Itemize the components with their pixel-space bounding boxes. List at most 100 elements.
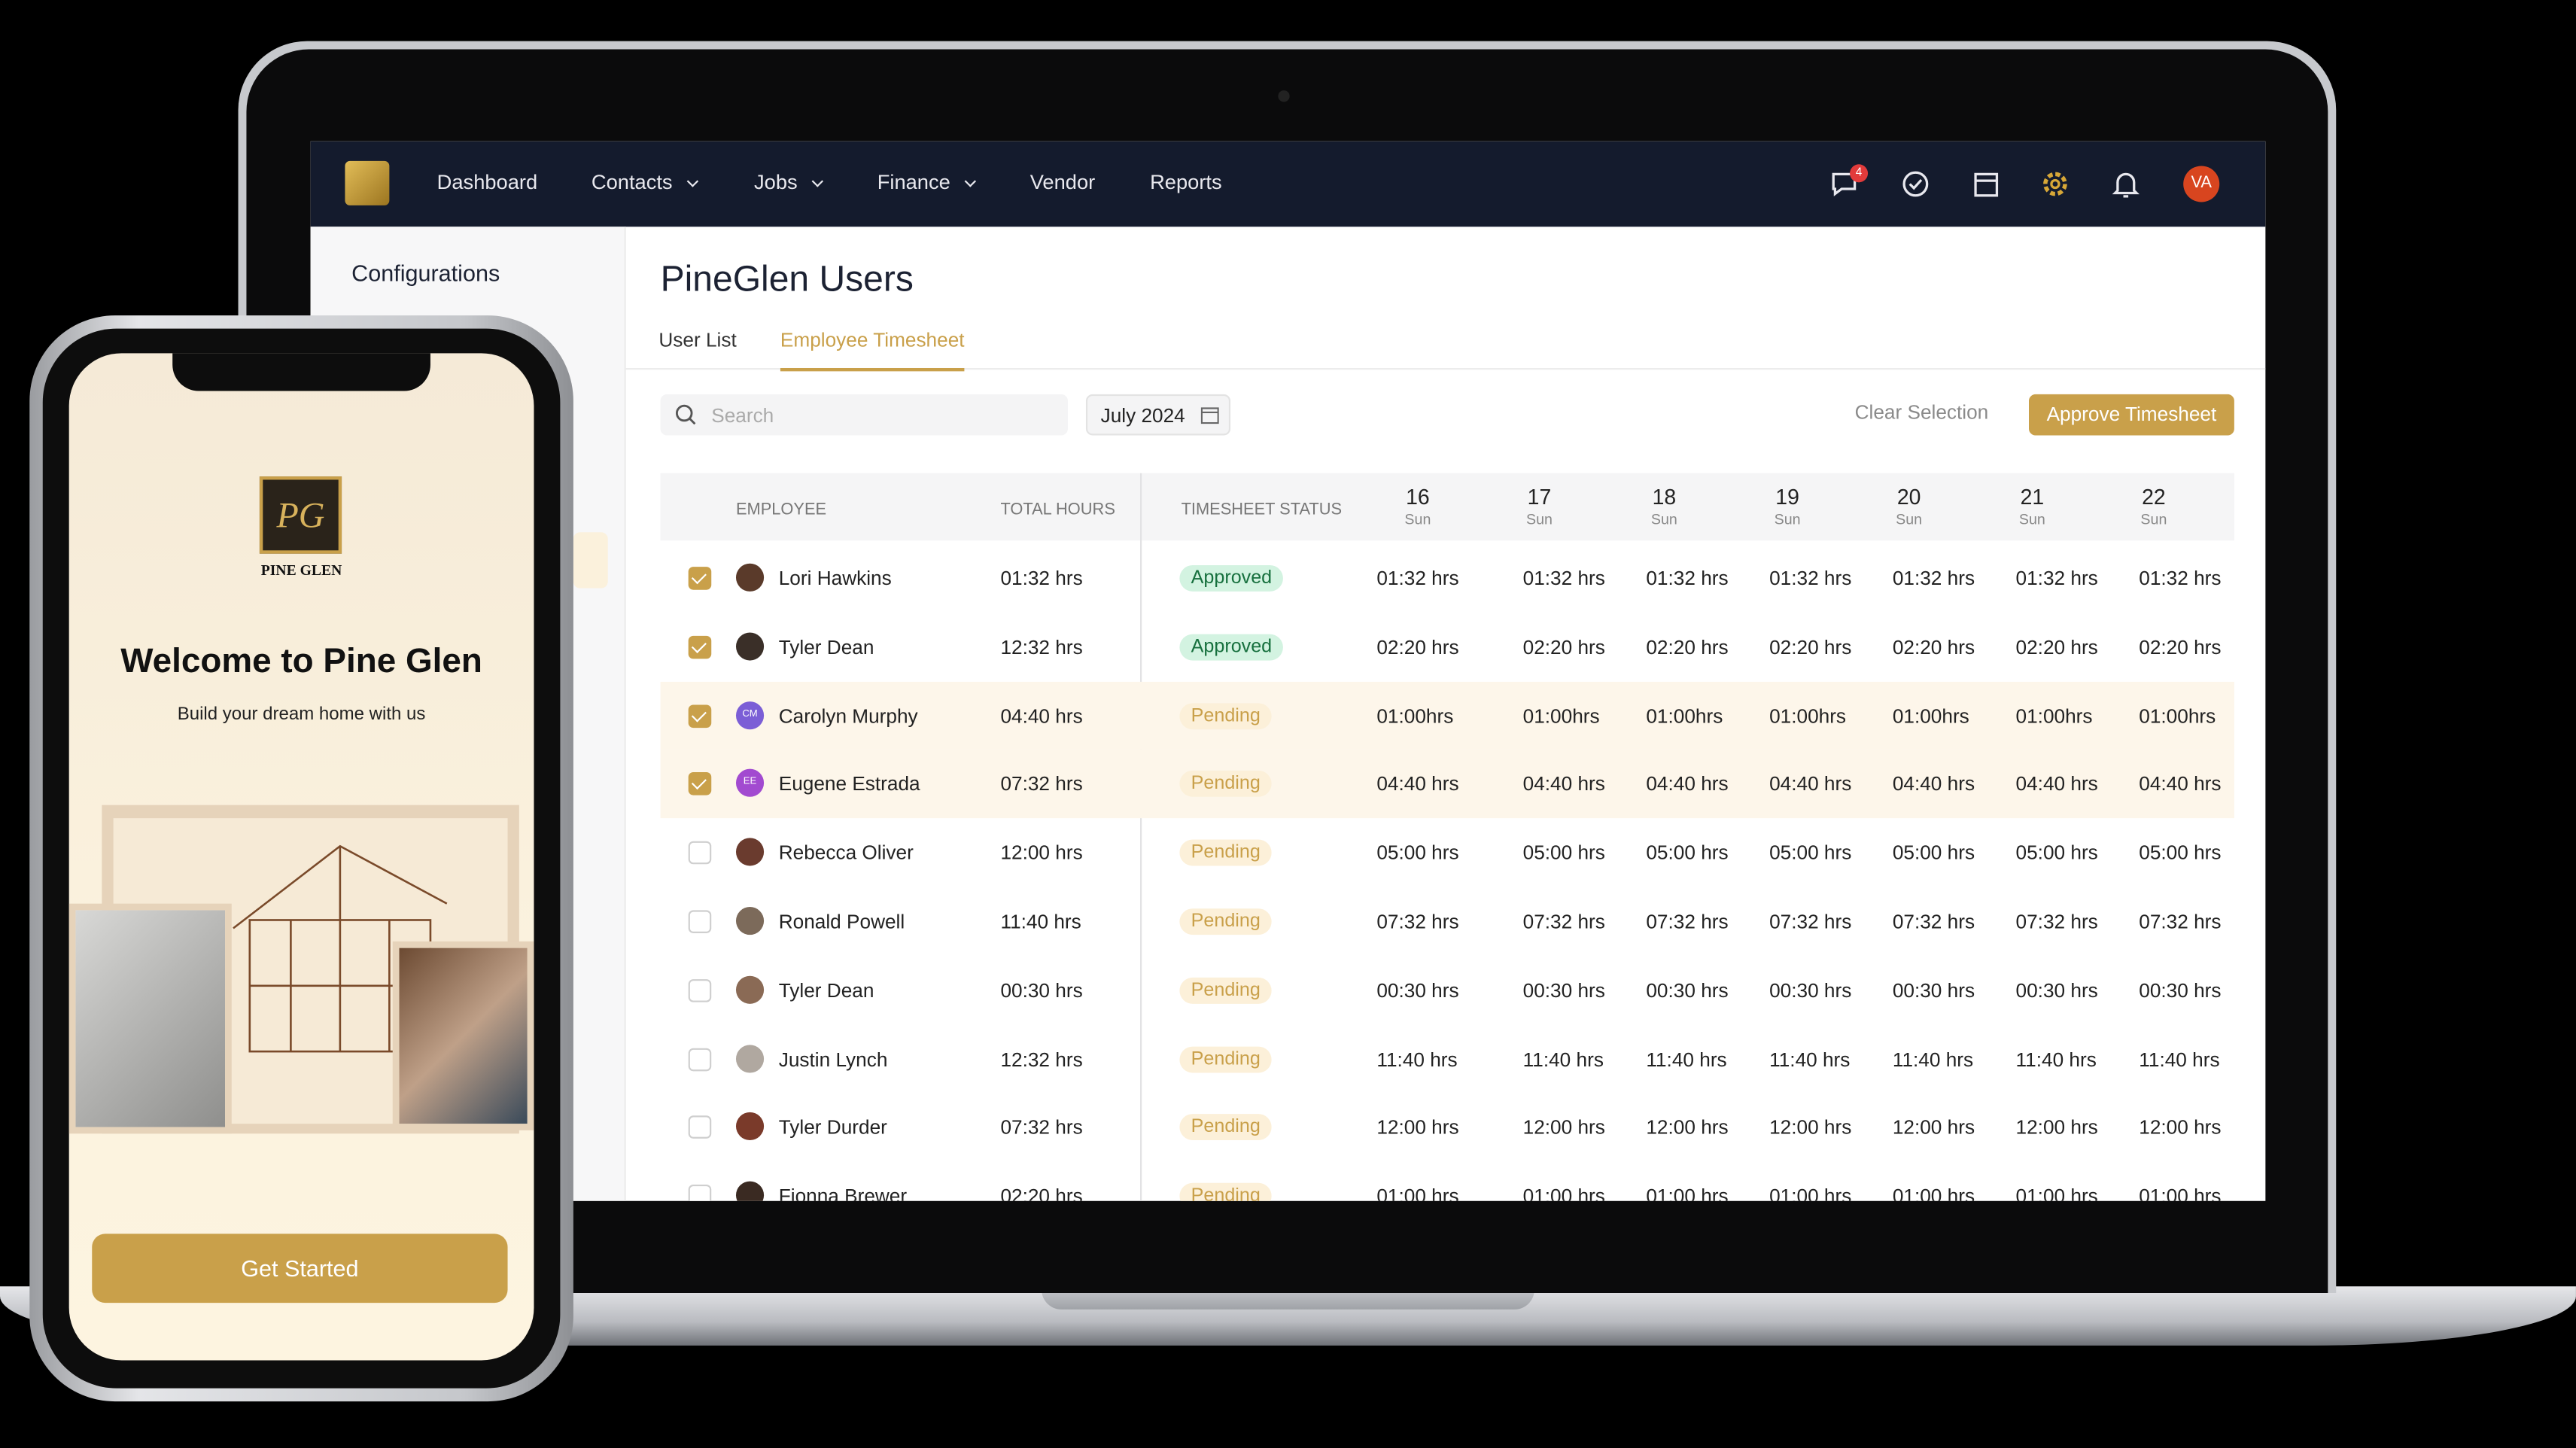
nav-label: Finance — [877, 171, 950, 194]
employee-avatar — [735, 838, 765, 866]
column-divider — [1140, 473, 1142, 1201]
day-hours: 05:00 hrs — [2015, 841, 2098, 865]
main-content: PineGlen Users Search July 2024 Clear Se… — [624, 227, 2266, 1201]
day-hours: 00:30 hrs — [1769, 978, 1852, 1002]
table-row: CM Carolyn Murphy 04:40 hrs Pending 01:00hrs… — [660, 681, 2234, 750]
collage-photo-right — [392, 941, 534, 1130]
day-weekday: Sun — [2140, 510, 2167, 528]
clear-selection[interactable]: Clear Selection — [1854, 400, 1989, 424]
day-hours: 04:40 hrs — [1522, 772, 1605, 796]
get-started-button[interactable]: Get Started — [92, 1234, 508, 1304]
nav-label: Contacts — [591, 171, 673, 194]
day-hours: 02:20 hrs — [1769, 635, 1852, 659]
day-hours: 12:00 hrs — [2139, 1116, 2222, 1139]
search-box[interactable]: Search — [660, 394, 1068, 436]
column-header: EMPLOYEE — [735, 500, 827, 519]
tab[interactable]: User List — [658, 328, 737, 352]
notification-badge: 4 — [1850, 164, 1869, 183]
timesheet-table: EMPLOYEE TOTAL HOURS TIMESHEET STATUS 16 Sun… — [660, 473, 2234, 1201]
day-hours: 11:40 hrs — [1376, 1047, 1458, 1071]
day-hours: 05:00 hrs — [2139, 841, 2222, 865]
tab[interactable]: Employee Timesheet — [780, 329, 965, 372]
day-hours: 07:32 hrs — [2139, 910, 2222, 933]
row-checkbox[interactable] — [688, 841, 712, 865]
tasks-icon[interactable] — [1901, 169, 1930, 199]
row-checkbox[interactable] — [688, 1047, 712, 1071]
nav-label: Dashboard — [436, 171, 538, 194]
row-checkbox[interactable] — [688, 978, 712, 1002]
nav-item[interactable]: Jobs — [754, 171, 824, 194]
logo[interactable] — [345, 160, 390, 205]
calendar-icon[interactable] — [1972, 169, 2001, 199]
day-hours: 01:00hrs — [2015, 704, 2093, 728]
row-checkbox[interactable] — [688, 910, 712, 933]
table-row: Justin Lynch 12:32 hrs Pending 11:40 hrs 11:… — [661, 1024, 2234, 1093]
welcome-subtitle: Build your dream home with us — [177, 704, 426, 725]
settings-icon[interactable] — [2040, 169, 2070, 199]
search-placeholder: Search — [711, 404, 774, 427]
row-checkbox[interactable] — [688, 635, 712, 659]
status-badge: Approved — [1179, 564, 1284, 592]
day-date: 16 — [1406, 484, 1430, 510]
employee-name: Fionna Brewer — [778, 1185, 908, 1201]
collage-photo-left — [68, 903, 232, 1134]
status-badge: Pending — [1179, 839, 1273, 866]
day-hours: 01:32 hrs — [2015, 567, 2098, 590]
total-hours: 07:32 hrs — [1000, 772, 1083, 796]
row-checkbox[interactable] — [688, 1116, 712, 1139]
day-hours: 11:40 hrs — [1646, 1047, 1727, 1071]
day-hours: 04:40 hrs — [1376, 772, 1459, 796]
status-badge: Pending — [1179, 977, 1273, 1004]
employee-avatar — [735, 632, 765, 661]
user-avatar[interactable]: VA — [2183, 166, 2220, 202]
row-checkbox[interactable] — [688, 567, 712, 590]
day-hours: 11:40 hrs — [1769, 1047, 1851, 1071]
nav-item[interactable]: Vendor — [1030, 171, 1096, 194]
day-weekday: Sun — [1404, 510, 1431, 528]
day-date: 20 — [1896, 484, 1921, 510]
day-hours: 04:40 hrs — [1646, 772, 1729, 796]
dropdown-chevron — [965, 175, 978, 187]
day-hours: 01:32 hrs — [1646, 567, 1729, 590]
day-weekday: Sun — [1650, 510, 1677, 528]
table-header — [660, 473, 2234, 541]
navbar: VA Dashboard Contacts Jobs Finance Vendor Rep… — [310, 141, 2266, 227]
day-hours: 00:30 hrs — [1892, 978, 1975, 1002]
sidebar-active-item[interactable] — [573, 532, 608, 589]
day-weekday: Sun — [1774, 510, 1801, 528]
day-hours: 04:40 hrs — [1892, 772, 1975, 796]
status-badge: Pending — [1179, 908, 1273, 935]
total-hours: 11:40 hrs — [1000, 910, 1081, 933]
row-checkbox[interactable] — [688, 1185, 712, 1201]
bell-icon[interactable] — [2111, 169, 2140, 199]
day-hours: 07:32 hrs — [1522, 910, 1605, 933]
day-date: 22 — [2142, 484, 2166, 510]
nav-item[interactable]: Contacts — [591, 171, 699, 194]
employee-name: Rebecca Oliver — [778, 841, 914, 865]
row-checkbox[interactable] — [688, 772, 712, 796]
employee-avatar — [735, 1112, 765, 1141]
brand-logo: PG — [259, 476, 342, 554]
total-hours: 01:32 hrs — [1000, 567, 1083, 590]
day-hours: 01:00 hrs — [1646, 1185, 1729, 1201]
day-hours: 01:32 hrs — [1376, 567, 1459, 590]
employee-avatar — [735, 907, 765, 935]
calendar-icon — [1200, 407, 1219, 424]
total-hours: 07:32 hrs — [1000, 1116, 1083, 1139]
nav-item[interactable]: Dashboard — [437, 171, 538, 194]
day-date: 19 — [1775, 484, 1799, 510]
status-badge: Pending — [1179, 1045, 1273, 1072]
approve-button[interactable]: Approve Timesheet — [2029, 394, 2234, 436]
brand-name: PINE GLEN — [260, 561, 342, 579]
table-row: Fionna Brewer 02:20 hrs Pending 01:00 hrs 01… — [661, 1162, 2234, 1201]
day-hours: 12:00 hrs — [1376, 1116, 1459, 1139]
nav-item[interactable]: Finance — [877, 171, 978, 194]
total-hours: 00:30 hrs — [1000, 978, 1083, 1002]
period-picker[interactable]: July 2024 — [1085, 394, 1231, 436]
nav-item[interactable]: Reports — [1150, 171, 1222, 194]
total-hours: 04:40 hrs — [1000, 704, 1083, 728]
row-checkbox[interactable] — [688, 704, 712, 728]
day-hours: 07:32 hrs — [1769, 910, 1852, 933]
